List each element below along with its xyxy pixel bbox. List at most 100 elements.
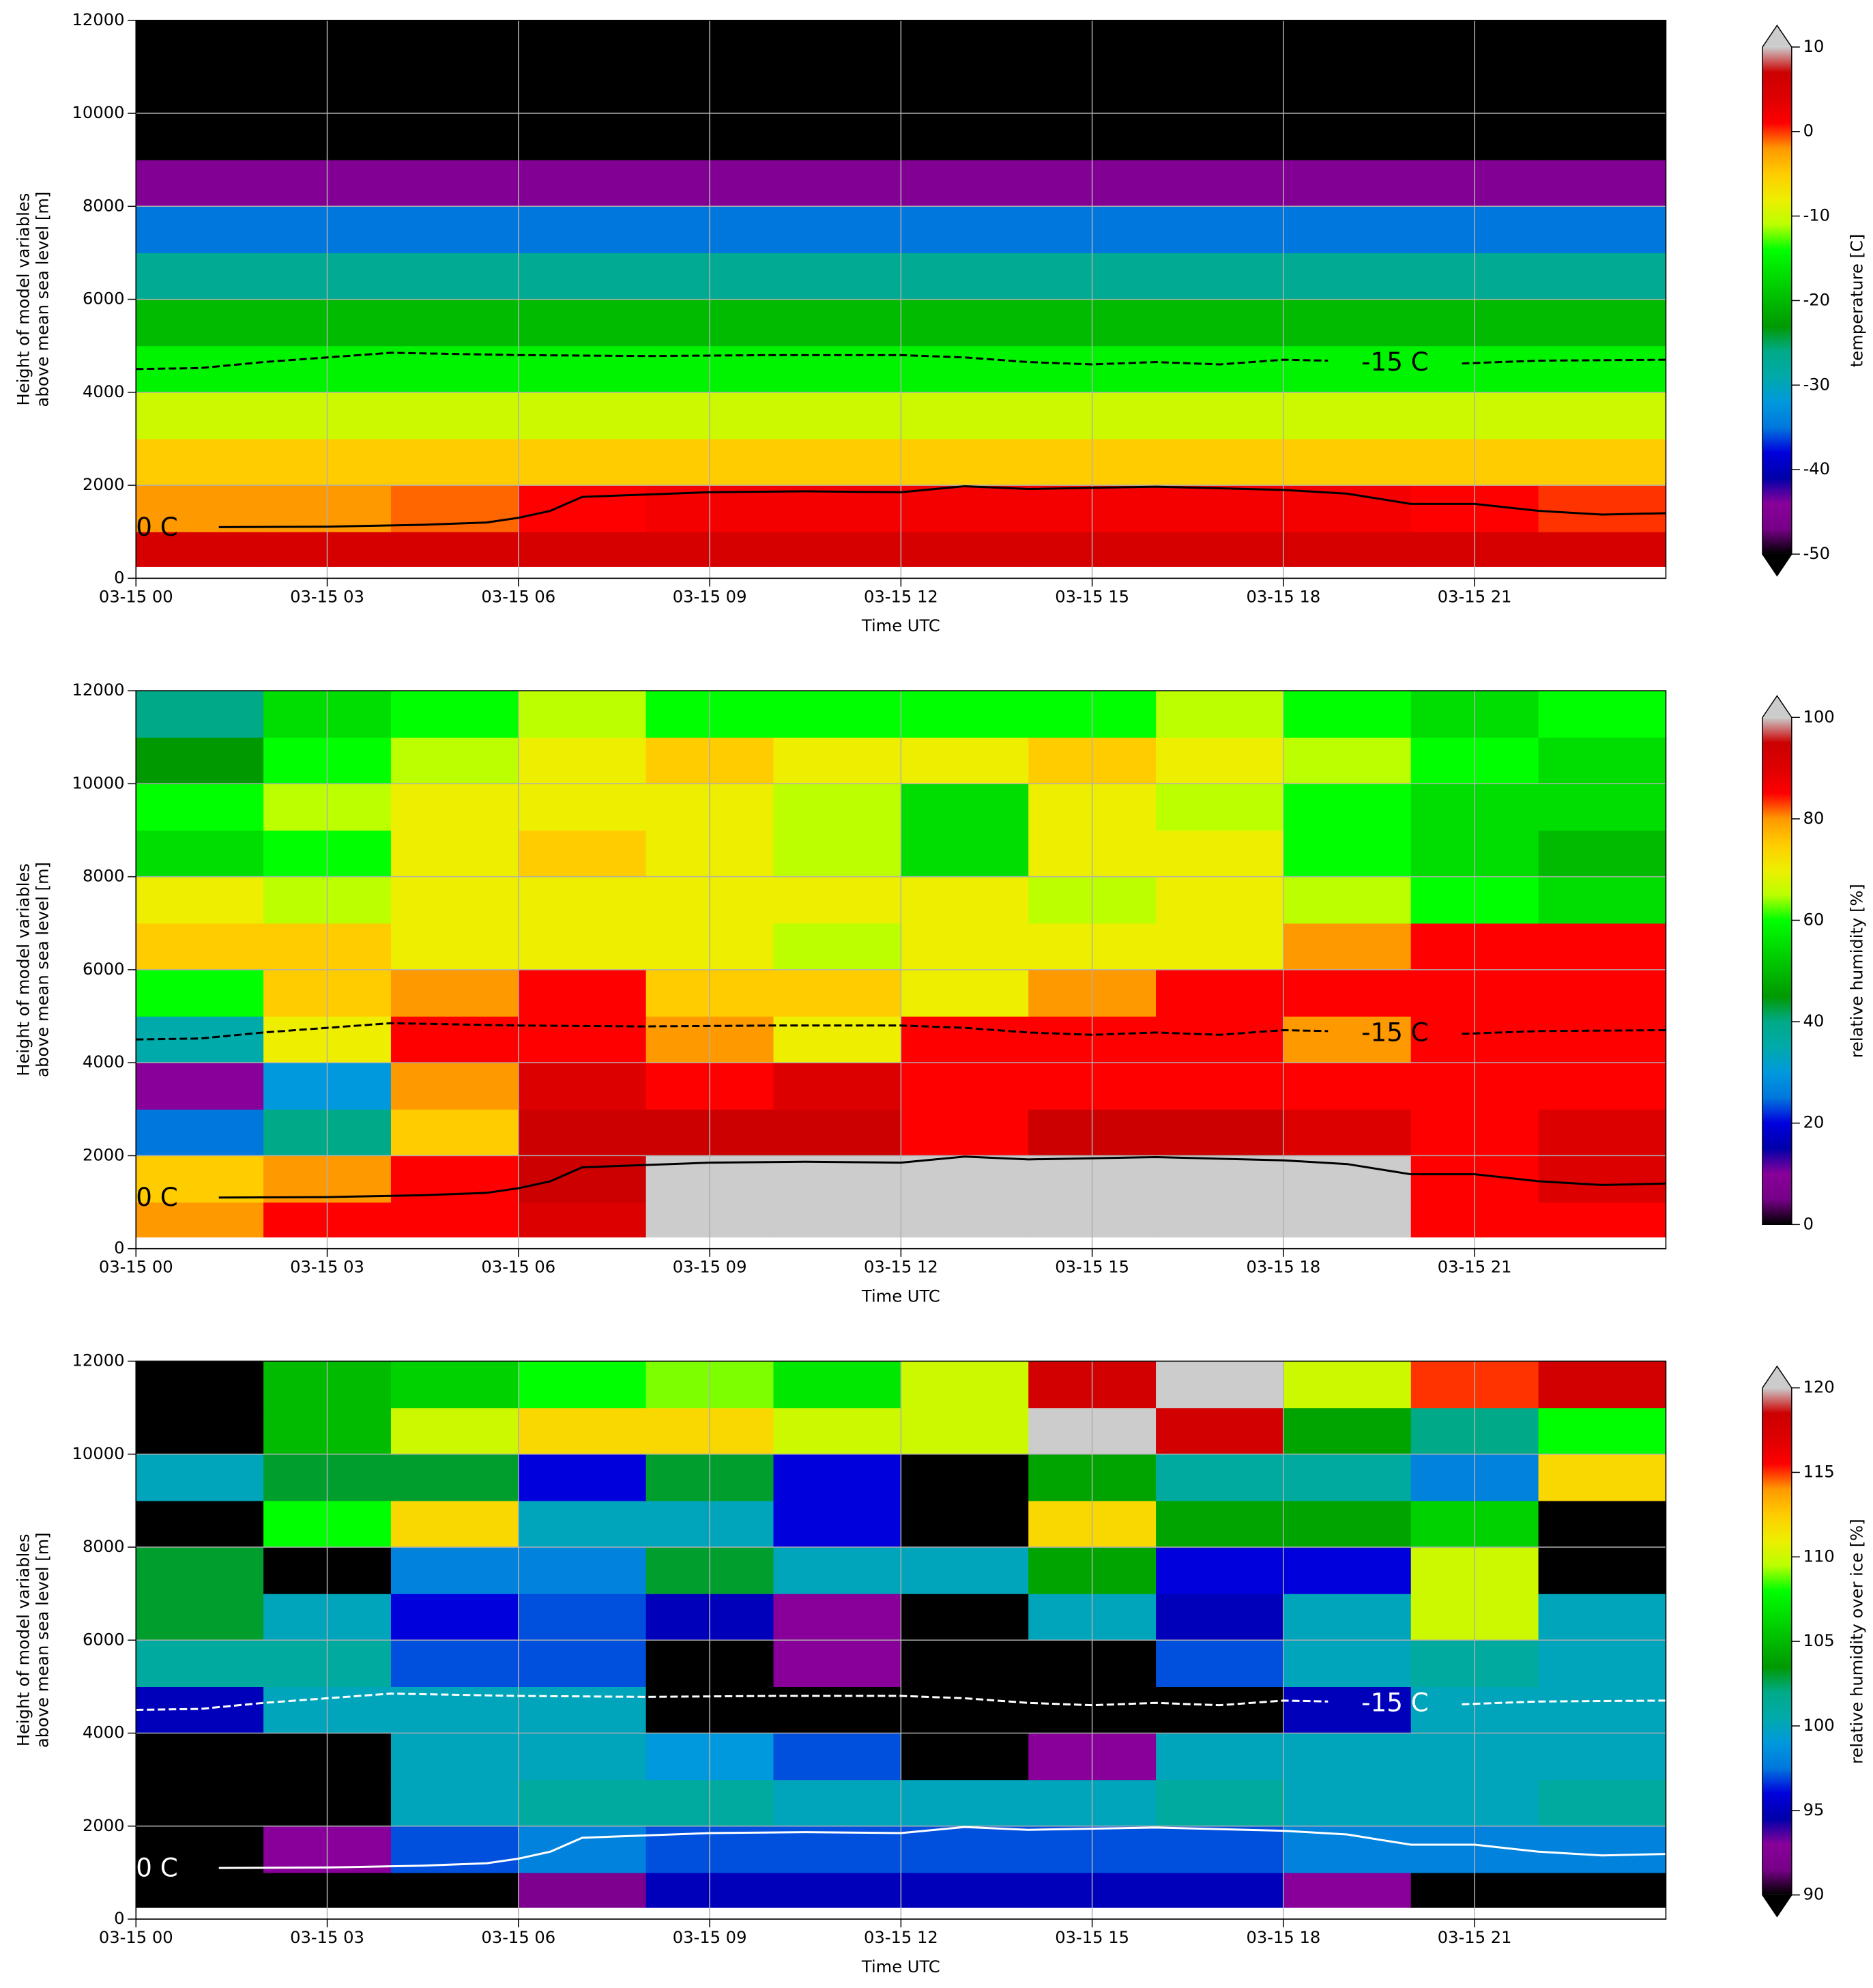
x-tick-label: 03-15 18 xyxy=(1247,1258,1321,1277)
heatmap-cell xyxy=(1156,830,1284,878)
heatmap-cell xyxy=(773,1063,901,1110)
heatmap-cell xyxy=(901,392,1029,440)
colorbar-label: temperature [C] xyxy=(1848,234,1867,367)
heatmap-cell xyxy=(1538,1640,1667,1687)
heatmap-cell xyxy=(1283,1407,1412,1455)
y-tick-label: 8000 xyxy=(83,1537,125,1556)
heatmap-cell xyxy=(1538,1407,1667,1455)
heatmap-cell xyxy=(136,1686,264,1734)
heatmap-cell xyxy=(1156,438,1284,486)
colorbar-tick-label: 0 xyxy=(1803,1214,1814,1233)
x-tick-label: 03-15 09 xyxy=(673,1258,747,1277)
heatmap-cell xyxy=(1538,1547,1667,1594)
heatmap-cell xyxy=(773,923,901,970)
heatmap-cell xyxy=(136,1063,264,1110)
panel: 0 C -15 C 03-15 00 03-15 03 03-15 06 03-15 09… xyxy=(14,680,1866,1306)
heatmap-cell xyxy=(136,1779,264,1827)
heatmap-cell xyxy=(1538,1454,1667,1501)
heatmap-cell xyxy=(136,206,264,254)
heatmap-cell xyxy=(773,299,901,347)
contour-label: 0 C xyxy=(136,1853,178,1883)
x-tick-label: 03-15 03 xyxy=(290,1258,364,1277)
heatmap-cell xyxy=(1156,1016,1284,1063)
heatmap-cell xyxy=(136,1640,264,1687)
heatmap-cell xyxy=(1283,830,1412,878)
heatmap-cell xyxy=(773,1361,901,1409)
heatmap-cell xyxy=(773,1202,901,1238)
heatmap-cell xyxy=(518,485,647,532)
heatmap-cell xyxy=(518,113,647,160)
heatmap-cell xyxy=(773,253,901,300)
x-tick-label: 03-15 09 xyxy=(673,1928,747,1947)
colorbar-tick-label: 90 xyxy=(1803,1885,1825,1904)
heatmap-cell xyxy=(390,299,519,347)
heatmap-cell xyxy=(773,783,901,831)
x-tick-label: 03-15 00 xyxy=(99,1258,173,1277)
colorbar-tick-label: 60 xyxy=(1803,910,1825,929)
heatmap-cell xyxy=(518,66,647,114)
heatmap-cell xyxy=(901,1454,1029,1501)
heatmap-cell xyxy=(1156,876,1284,924)
heatmap-cell xyxy=(390,923,519,970)
heatmap-cell xyxy=(1538,392,1667,440)
heatmap-cell xyxy=(390,1547,519,1594)
heatmap-cell xyxy=(1156,691,1284,738)
heatmap-cell xyxy=(390,1063,519,1110)
heatmap-cell xyxy=(136,532,264,567)
colorbar-tick-label: 20 xyxy=(1803,1113,1825,1132)
heatmap-cell xyxy=(773,1407,901,1455)
contour-line xyxy=(136,351,1666,371)
heatmap-cell xyxy=(390,532,519,567)
heatmap-cell xyxy=(1283,1547,1412,1594)
colorbar-tick-label: 0 xyxy=(1803,121,1814,141)
x-tick-label: 03-15 12 xyxy=(864,587,938,606)
heatmap-cell xyxy=(901,923,1029,970)
heatmap-cell xyxy=(1538,345,1667,393)
heatmap-cell xyxy=(1283,969,1412,1017)
contour-line xyxy=(136,1022,1666,1041)
colorbar-tick-label: 40 xyxy=(1803,1011,1825,1031)
heatmap-cell xyxy=(1283,737,1412,785)
heatmap-cell xyxy=(136,113,264,160)
heatmap-cell xyxy=(901,1202,1029,1238)
colorbar-tick-label: 105 xyxy=(1803,1631,1835,1650)
heatmap-cell xyxy=(518,923,647,970)
heatmap-cell xyxy=(518,1779,647,1827)
heatmap-cell xyxy=(1156,20,1284,68)
heatmap-cell xyxy=(518,206,647,254)
y-tick-label: 8000 xyxy=(83,867,125,886)
heatmap-cell xyxy=(901,1063,1029,1110)
heatmap-cell xyxy=(1283,1686,1412,1734)
x-tick-label: 03-15 03 xyxy=(290,587,364,606)
heatmap-cell xyxy=(1538,969,1667,1017)
colorbar-label: relative humidity [%] xyxy=(1848,884,1867,1058)
colorbar-tick-label: -50 xyxy=(1803,544,1831,563)
heatmap-cell xyxy=(1156,1547,1284,1594)
x-tick-label: 03-15 12 xyxy=(864,1928,938,1947)
heatmap-cell xyxy=(518,1547,647,1594)
heatmap-cell xyxy=(1283,485,1412,532)
heatmap-cell xyxy=(1538,876,1667,924)
heatmap-cell xyxy=(1283,1640,1412,1687)
heatmap-cell xyxy=(518,345,647,393)
heatmap-cell xyxy=(1283,20,1412,68)
panel: 0 C -15 C 03-15 00 03-15 03 03-15 06 03-15 09… xyxy=(14,1351,1866,1976)
heatmap-cell xyxy=(390,1733,519,1781)
y-axis-label: Height of model variables xyxy=(14,1533,33,1746)
y-tick-label: 0 xyxy=(114,1909,124,1928)
heatmap-cell xyxy=(1283,923,1412,970)
y-tick-label: 12000 xyxy=(72,1351,125,1370)
heatmap-cell xyxy=(1156,1872,1284,1908)
x-axis-label: Time UTC xyxy=(861,1286,940,1306)
x-axis-label: Time UTC xyxy=(861,616,940,635)
heatmap-cell xyxy=(136,1733,264,1781)
y-tick-label: 2000 xyxy=(83,475,125,494)
heatmap-cell xyxy=(773,1686,901,1734)
heatmap-cell xyxy=(518,1063,647,1110)
heatmap-cell xyxy=(1156,1454,1284,1501)
heatmap-cell xyxy=(136,1155,264,1203)
heatmap-cell xyxy=(518,876,647,924)
heatmap-cell xyxy=(1156,66,1284,114)
x-tick-label: 03-15 15 xyxy=(1055,1928,1129,1947)
heatmap-cell xyxy=(1538,737,1667,785)
